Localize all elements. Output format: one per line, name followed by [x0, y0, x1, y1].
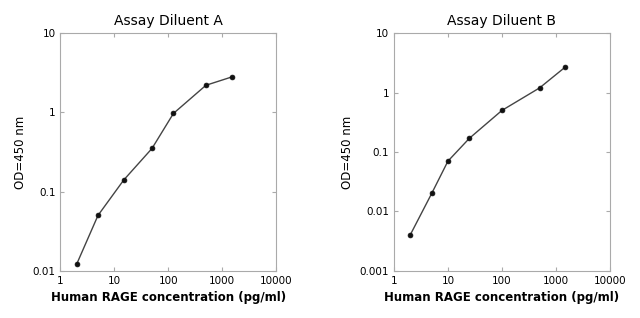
Title: Assay Diluent A: Assay Diluent A	[114, 14, 223, 28]
X-axis label: Human RAGE concentration (pg/ml): Human RAGE concentration (pg/ml)	[51, 291, 286, 304]
X-axis label: Human RAGE concentration (pg/ml): Human RAGE concentration (pg/ml)	[385, 291, 620, 304]
Y-axis label: OD=450 nm: OD=450 nm	[341, 115, 354, 189]
Title: Assay Diluent B: Assay Diluent B	[447, 14, 556, 28]
Y-axis label: OD=450 nm: OD=450 nm	[14, 115, 27, 189]
